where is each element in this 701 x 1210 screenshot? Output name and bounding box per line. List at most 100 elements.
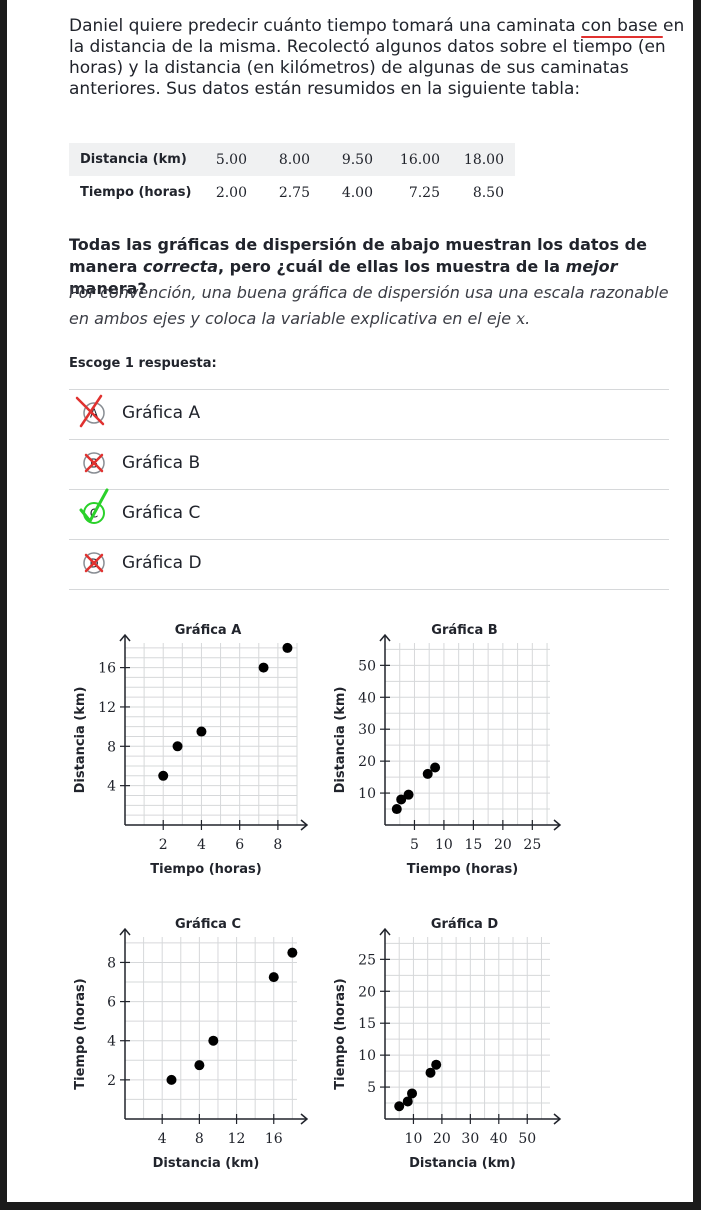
- x-tick-label: 4: [197, 837, 206, 853]
- scatter-plot-a: 2 4 6 8 4 8 12 16 Gráfica A Tiempo (horas) Distanc…: [73, 623, 309, 877]
- x-tick-label: 25: [523, 837, 541, 853]
- graph-a: 2 4 6 8 4 8 12 16 Gráfica A Tiempo (horas) Distanc…: [62, 612, 322, 882]
- table-cell: 4.00: [341, 184, 373, 201]
- x-tick-label: 4: [158, 1131, 167, 1147]
- underlined-phrase: con base: [581, 16, 663, 36]
- y-axis-label: Distancia (km): [73, 687, 88, 794]
- x-tick-label: 2: [159, 837, 168, 853]
- problem-statement: Daniel quiere predecir cuánto tiempo tom…: [69, 16, 689, 100]
- y-tick-label: 20: [358, 984, 376, 1000]
- data-point: [430, 762, 441, 773]
- data-point: [431, 1059, 442, 1070]
- choice-letter: A: [90, 407, 99, 421]
- x-axis-label: Tiempo (horas): [150, 862, 261, 877]
- data-point: [172, 741, 183, 752]
- data-point: [422, 768, 433, 779]
- table-cell: 2.00: [215, 184, 247, 201]
- y-tick-label: 2: [107, 1073, 116, 1089]
- choice-label: Gráfica D: [122, 553, 202, 573]
- y-tick-label: 25: [358, 952, 376, 968]
- check-icon: C: [79, 488, 109, 524]
- x-arrow-icon: [300, 1113, 309, 1125]
- scatter-plot-c: 4 8 12 16 2 4 6 8 Gráfica C Distancia (km) Tiempo …: [73, 917, 309, 1171]
- scatter-plot-b: 5 10 15 20 25 10 20 30 40 50 Gráfica B Tiempo (hora…: [333, 623, 562, 877]
- answer-choices: A Gráfica A B Gráfica B C Gráfica C: [69, 389, 669, 590]
- table-cell: 8.50: [472, 184, 504, 201]
- table-cell: 2.75: [278, 184, 310, 201]
- y-tick-label: 16: [98, 661, 116, 677]
- data-point: [394, 1101, 405, 1112]
- crossed-out-icon: D: [83, 552, 105, 574]
- table-row: Tiempo (horas) 2.00 2.75 4.00 7.25 8.50: [69, 176, 515, 209]
- y-tick-label: 6: [107, 995, 116, 1011]
- question-part: manera?: [69, 279, 147, 298]
- y-tick-label: 20: [358, 754, 376, 770]
- x-tick-label: 20: [494, 837, 512, 853]
- x-arrow-icon: [553, 819, 562, 831]
- choice-b[interactable]: B Gráfica B: [69, 439, 669, 489]
- question-part: , pero ¿cuál de ellas los muestra de la: [218, 257, 566, 276]
- y-tick-label: 15: [358, 1016, 376, 1032]
- y-arrow-icon: [379, 927, 391, 936]
- data-point: [287, 947, 298, 958]
- x-tick-label: 8: [195, 1131, 204, 1147]
- y-axis-label: Tiempo (horas): [73, 978, 88, 1089]
- data-point: [282, 642, 293, 653]
- choice-a[interactable]: A Gráfica A: [69, 389, 669, 439]
- hint-part: Por convención, una buena gráfica de dis…: [69, 283, 669, 328]
- data-point: [396, 794, 407, 805]
- table-divider: [69, 143, 485, 144]
- data-point: [208, 1035, 219, 1046]
- table-cell: 5.00: [215, 151, 247, 168]
- data-point: [158, 770, 169, 781]
- exercise-panel: Daniel quiere predecir cuánto tiempo tom…: [7, 0, 693, 1202]
- x-tick-label: 8: [273, 837, 282, 853]
- question-text: Todas las gráficas de dispersión de abaj…: [69, 234, 679, 300]
- hint-text: Por convención, una buena gráfica de dis…: [69, 280, 679, 332]
- y-arrow-icon: [119, 927, 131, 936]
- x-tick-label: 30: [461, 1131, 479, 1147]
- grid: [385, 643, 550, 825]
- graph-b: 5 10 15 20 25 10 20 30 40 50 Gráfica B Tiempo (hora…: [322, 612, 572, 882]
- chart-title: Gráfica C: [175, 917, 241, 932]
- grid: [125, 643, 298, 825]
- x-arrow-icon: [300, 819, 309, 831]
- hint-variable: x: [516, 309, 526, 328]
- table-cell: 9.50: [341, 151, 373, 168]
- graph-c: 4 8 12 16 2 4 6 8 Gráfica C Distancia (km) Tiempo …: [62, 906, 322, 1176]
- x-tick-label: 15: [464, 837, 482, 853]
- data-point: [194, 1060, 205, 1071]
- choice-d[interactable]: D Gráfica D: [69, 539, 669, 590]
- x-tick-label: 10: [435, 837, 453, 853]
- data-point: [407, 1088, 418, 1099]
- y-axis-label: Tiempo (horas): [333, 978, 348, 1089]
- table-cell: 8.00: [278, 151, 310, 168]
- x-axis-label: Tiempo (horas): [407, 862, 518, 877]
- data-point: [196, 726, 207, 737]
- y-tick-label: 8: [107, 739, 116, 755]
- table-row: Distancia (km) 5.00 8.00 9.50 16.00 18.0…: [69, 143, 515, 176]
- x-tick-label: 12: [228, 1131, 246, 1147]
- data-point: [258, 662, 269, 673]
- x-tick-label: 20: [433, 1131, 451, 1147]
- chart-title: Gráfica B: [431, 623, 497, 638]
- data-point: [402, 1096, 413, 1107]
- y-tick-label: 4: [107, 1034, 116, 1050]
- choice-label: Gráfica A: [122, 403, 201, 423]
- y-tick-label: 10: [358, 1048, 376, 1064]
- y-tick-label: 50: [358, 658, 376, 674]
- y-tick-label: 4: [107, 779, 116, 795]
- x-axis-label: Distancia (km): [153, 1156, 260, 1171]
- x-tick-label: 6: [235, 837, 244, 853]
- x-tick-label: 50: [518, 1131, 536, 1147]
- choice-c[interactable]: C Gráfica C: [69, 488, 669, 539]
- table-cell: 18.00: [463, 151, 504, 168]
- problem-text-1: Daniel quiere predecir cuánto tiempo tom…: [69, 16, 582, 36]
- row-header-distance: Distancia (km): [80, 152, 187, 167]
- y-tick-label: 5: [367, 1080, 376, 1096]
- x-tick-label: 10: [405, 1131, 423, 1147]
- graph-d: 10 20 30 40 50 5 10 15 20 25 Gráfica D Distancia (k…: [322, 906, 572, 1176]
- table-cell: 16.00: [399, 151, 440, 168]
- choice-prompt: Escoge 1 respuesta:: [69, 356, 217, 371]
- y-tick-label: 40: [358, 690, 376, 706]
